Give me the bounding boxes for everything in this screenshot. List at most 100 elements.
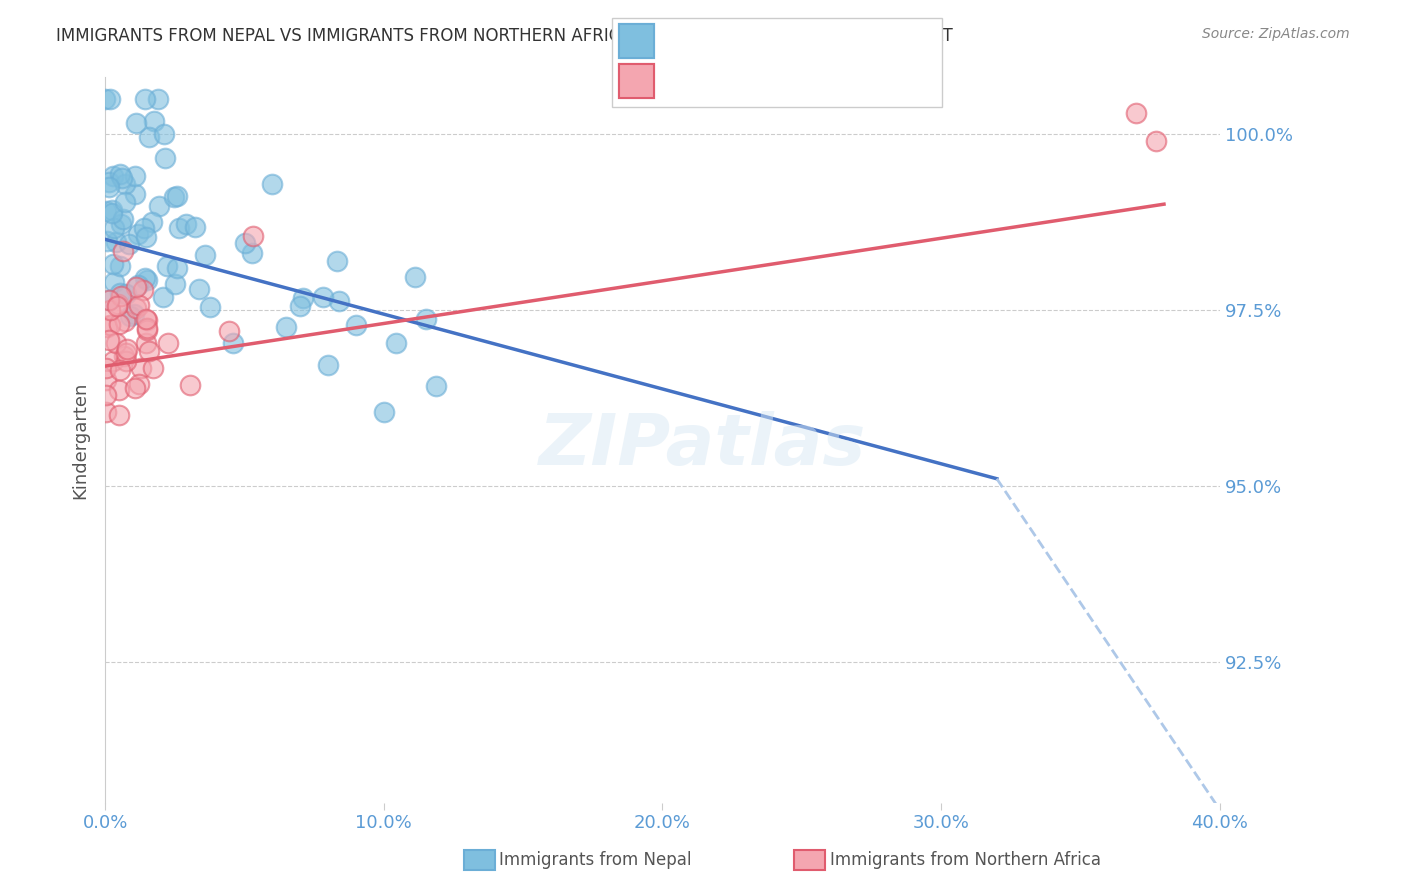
Point (98, 303, 121, 318)
Point (114, 345, 136, 359)
Point (94, 204, 117, 219)
Point (118, 309, 141, 323)
Point (276, 320, 298, 334)
Point (101, 205, 124, 219)
Point (118, 237, 141, 252)
Point (162, 190, 184, 204)
Point (108, 363, 131, 377)
Point (316, 358, 339, 372)
Point (134, 271, 156, 285)
Point (373, 405, 395, 419)
Point (112, 211, 135, 226)
Point (98, 318, 121, 332)
Point (128, 377, 150, 392)
Point (138, 344, 160, 359)
Point (290, 299, 312, 313)
Point (156, 260, 179, 274)
Point (108, 286, 131, 301)
Point (1125, 105, 1147, 120)
Point (138, 129, 160, 144)
Point (194, 248, 217, 262)
Point (404, 270, 426, 285)
Point (142, 114, 165, 128)
Point (108, 259, 131, 273)
Point (101, 169, 124, 183)
Point (101, 354, 124, 368)
Point (108, 167, 131, 181)
Point (312, 290, 335, 304)
Point (125, 279, 148, 293)
Point (108, 383, 131, 397)
Point (135, 336, 157, 351)
Point (122, 307, 145, 321)
Point (132, 283, 155, 297)
Point (103, 220, 125, 235)
Y-axis label: Kindergarten: Kindergarten (72, 381, 89, 499)
Point (292, 291, 315, 305)
Text: R =  0.581: R = 0.581 (662, 72, 751, 90)
Point (114, 314, 136, 328)
Point (98, 180, 121, 194)
Point (111, 171, 134, 186)
Point (184, 220, 207, 235)
Point (110, 217, 132, 231)
Point (98, 91, 121, 105)
Point (344, 318, 367, 332)
Point (115, 342, 138, 356)
Point (107, 297, 129, 311)
Point (98, 293, 121, 307)
Point (105, 335, 128, 350)
Point (128, 298, 150, 312)
Point (156, 335, 179, 350)
Text: IMMIGRANTS FROM NEPAL VS IMMIGRANTS FROM NORTHERN AFRICA KINDERGARTEN CORRELATIO: IMMIGRANTS FROM NEPAL VS IMMIGRANTS FROM… (56, 27, 953, 45)
Point (136, 321, 159, 335)
Point (152, 290, 174, 304)
Point (240, 245, 263, 260)
Point (153, 127, 176, 141)
Text: Immigrants from Nepal: Immigrants from Nepal (499, 851, 692, 869)
Point (96, 320, 118, 334)
Text: ZIPatlas: ZIPatlas (540, 411, 866, 481)
Point (326, 253, 349, 268)
Point (129, 360, 152, 375)
Point (101, 257, 124, 271)
Point (114, 354, 136, 368)
Point (166, 260, 188, 275)
Point (108, 409, 131, 423)
Point (165, 277, 187, 291)
Point (98, 175, 121, 189)
Point (233, 236, 256, 251)
Point (114, 194, 136, 209)
Point (94, 374, 117, 388)
Point (146, 91, 169, 105)
Point (148, 199, 170, 213)
Point (198, 301, 221, 315)
Point (142, 360, 165, 375)
Point (153, 151, 176, 165)
Point (1144, 134, 1167, 148)
Point (167, 220, 190, 235)
Point (136, 273, 159, 287)
Point (135, 311, 157, 326)
Point (328, 293, 350, 308)
Text: N = 44: N = 44 (780, 72, 842, 90)
Point (385, 336, 408, 351)
Point (115, 287, 138, 301)
Point (124, 381, 146, 395)
Text: N = 72: N = 72 (780, 32, 842, 50)
Point (104, 235, 127, 249)
Point (114, 177, 136, 191)
Point (415, 311, 437, 326)
Point (94, 405, 117, 419)
Point (112, 349, 135, 363)
Point (124, 186, 146, 201)
Point (110, 289, 132, 303)
Point (132, 221, 155, 235)
Point (94, 91, 117, 105)
Point (136, 313, 159, 327)
Point (124, 169, 146, 183)
Point (135, 323, 157, 337)
Point (105, 299, 128, 313)
Point (112, 244, 135, 258)
Point (98, 293, 121, 308)
